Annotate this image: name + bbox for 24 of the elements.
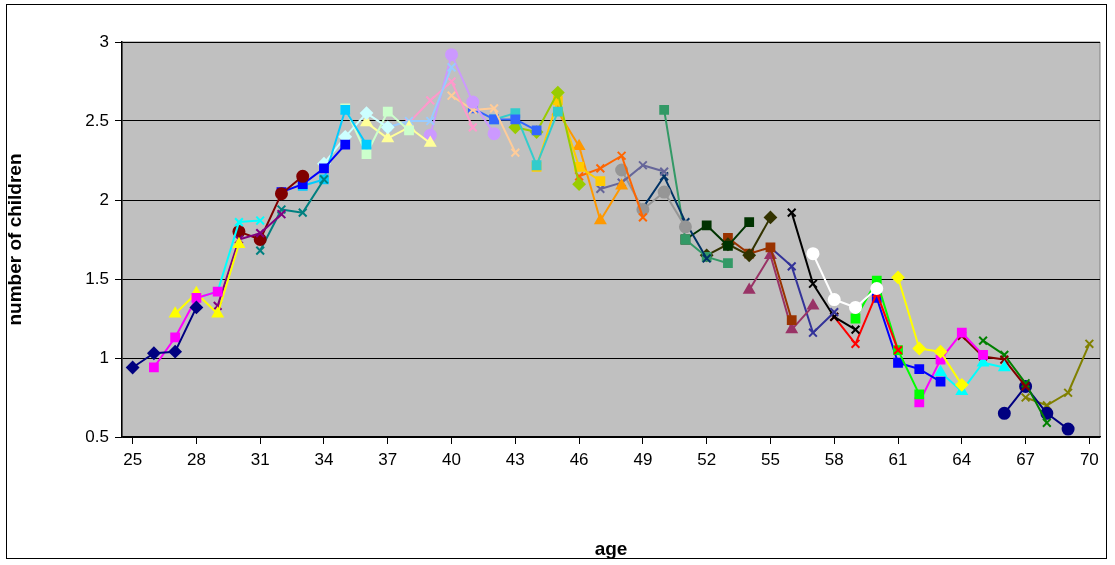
y-tick-label: 1 xyxy=(99,347,109,367)
x-tick-label: 34 xyxy=(314,449,334,469)
x-tick-label: 58 xyxy=(824,449,844,469)
x-tick-label: 40 xyxy=(442,449,461,469)
x-tick-label: 61 xyxy=(888,449,908,469)
x-tick-label: 46 xyxy=(569,449,589,469)
y-tick-label: 0.5 xyxy=(85,426,109,446)
x-tick-label: 67 xyxy=(1016,449,1036,469)
x-tick-label: 55 xyxy=(761,449,780,469)
x-tick-label: 43 xyxy=(505,449,525,469)
x-tick-label: 70 xyxy=(1079,449,1099,469)
y-axis-title: number of children xyxy=(3,153,25,326)
x-tick-label: 64 xyxy=(952,449,972,469)
x-tick-label: 28 xyxy=(186,449,206,469)
y-tick-label: 3 xyxy=(99,31,109,51)
x-axis-title: age xyxy=(594,537,628,559)
x-tick-label: 25 xyxy=(123,449,143,469)
y-tick-label: 2 xyxy=(99,189,109,209)
x-tick-label: 31 xyxy=(250,449,270,469)
y-tick-label: 1.5 xyxy=(85,268,109,288)
y-tick-label: 2.5 xyxy=(85,110,109,130)
x-tick-label: 37 xyxy=(378,449,398,469)
x-tick-label: 49 xyxy=(633,449,653,469)
x-tick-label: 52 xyxy=(697,449,717,469)
